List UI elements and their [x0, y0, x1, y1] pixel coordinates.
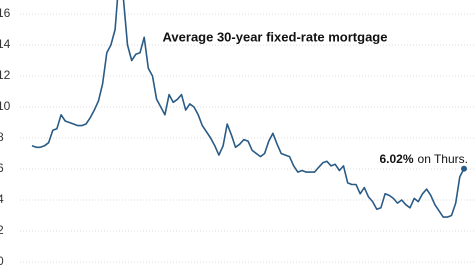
latest-point: [461, 165, 467, 172]
rate-line: [31, 0, 465, 218]
annotation-text: on Thurs.: [418, 152, 468, 166]
chart-title: Average 30-year fixed-rate mortgage: [163, 29, 388, 44]
y-tick-label: 8: [0, 130, 4, 144]
y-tick-label: 6: [0, 161, 4, 175]
annotation: 6.02% on Thurs.: [379, 152, 468, 166]
y-tick-label: 16: [0, 6, 11, 20]
y-tick-label: 12: [0, 68, 11, 82]
y-tick-label: 2: [0, 223, 4, 237]
y-tick-label: 0: [0, 254, 4, 266]
y-tick-label: 14: [0, 37, 11, 51]
annotation-value: 6.02%: [379, 152, 413, 166]
y-tick-label: 10: [0, 99, 11, 113]
y-tick-label: 4: [0, 192, 4, 206]
